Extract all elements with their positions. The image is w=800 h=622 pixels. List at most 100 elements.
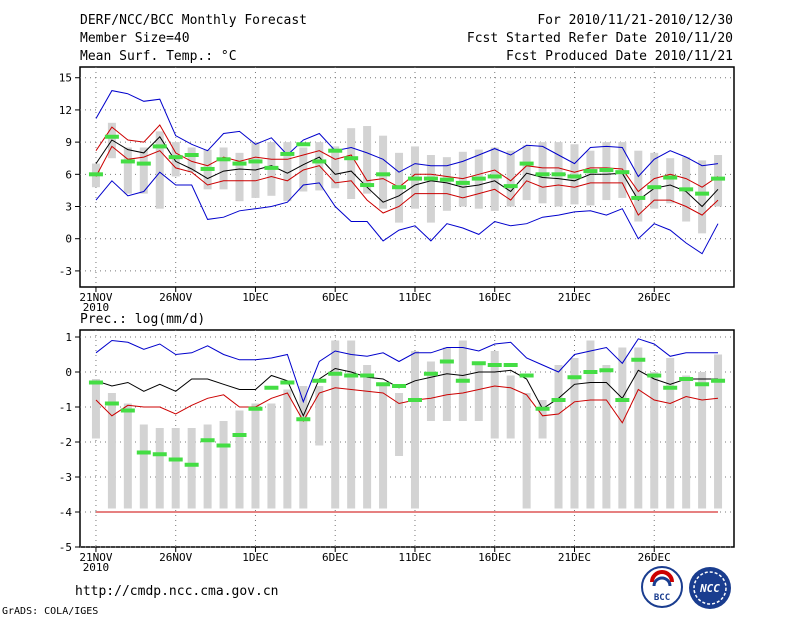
precip-x-tick-label: 11DEC [398,551,431,564]
precip-y-tick-label: -4 [59,506,73,519]
precip-ensemble-marker [551,398,566,402]
temp-series-lower [95,171,719,255]
precip-ensemble-marker [503,363,518,367]
temp-x-tick-label: 11DEC [398,291,431,304]
precip-ensemble-marker [631,357,646,362]
precip-ensemble-marker [407,398,422,402]
precip-box [522,393,531,509]
temp-ensemble-marker [439,177,454,182]
temp-ensemble-marker [216,157,231,162]
precip-ensemble-marker [344,373,359,378]
temp-box [347,128,356,199]
temp-x-tick-label: 26DEC [638,291,671,304]
precip-box [267,403,276,509]
temp-ensemble-marker [695,191,710,196]
precip-box [570,358,579,509]
precip-ensemble-marker [200,438,215,443]
temp-box [634,150,643,222]
precipitation-boxes [91,340,723,509]
temp-chart-title: Mean Surf. Temp.: °C [80,49,237,64]
bcc-logo: BCC [641,566,683,608]
precip-box [171,428,180,509]
precip-box [506,375,515,439]
precip-y-tick-label: -1 [59,401,72,414]
temp-ensemble-marker [535,172,550,177]
temp-box [379,135,388,209]
precip-ensemble-marker [152,452,167,457]
precip-box [490,351,499,439]
precipitation-markers [88,357,726,467]
temp-ensemble-marker [599,168,614,173]
temp-ensemble-marker [407,176,422,181]
precip-box [395,393,404,456]
temp-ensemble-marker [663,175,678,180]
ncc-logo-ring [693,571,727,605]
temp-ensemble-marker [88,172,103,177]
precip-ensemble-marker [567,375,582,380]
precipitation-x-ticks: 21NOV 26NOV 1DEC 6DEC 11DEC 16DEC 21DEC 26DEC 20… [79,547,671,574]
temp-ensemble-marker [615,170,630,175]
temp-box [666,158,675,204]
precip-ensemble-marker [599,368,614,373]
temp-ensemble-marker [392,185,407,190]
temp-y-tick-label: 3 [65,201,72,214]
header-start-date: Fcst Started Refer Date 2010/11/20 [467,31,733,46]
precip-box [714,354,723,509]
precip-y-tick-label: -3 [59,471,72,484]
temp-x-tick-label: 21NOV [79,291,112,304]
precip-ensemble-marker [519,373,534,378]
precip-x-tick-label: 1DEC [242,551,269,564]
bcc-logo-text: BCC [654,593,670,603]
temp-y-tick-label: 0 [65,233,72,246]
precip-ensemble-marker [120,408,135,413]
precipitation-chart-frame [79,329,735,548]
temp-x-tick-label: 26NOV [159,291,192,304]
precip-x-year-label: 2010 [83,561,110,574]
precip-box [379,386,388,509]
precip-ensemble-marker [535,406,550,411]
temp-box [698,160,707,234]
precip-box [363,365,372,509]
precip-box [91,379,100,439]
precip-ensemble-marker [216,443,231,448]
precip-series-p20 [95,385,719,424]
precip-box [139,424,148,509]
temp-box [506,150,515,207]
ncc-logo-text: NCC [699,582,720,595]
temp-box [458,151,467,207]
precip-box [682,375,691,509]
precip-y-tick-label: -2 [59,436,72,449]
temp-ensemble-marker [328,148,343,153]
temp-ensemble-marker [647,185,662,190]
temp-ensemble-marker [360,183,375,188]
precip-box [331,340,340,509]
temp-ensemble-marker [519,161,534,166]
temp-ensemble-marker [631,195,646,200]
temp-ensemble-marker [679,187,694,192]
temp-ensemble-marker [280,151,295,156]
temperature-y-ticks: -3 0 3 6 9 12 15 [59,72,80,278]
precip-ensemble-marker [360,373,375,378]
temp-box [442,157,451,211]
temp-box [570,144,579,205]
temp-box [235,152,244,202]
temp-box [618,142,627,198]
temp-ensemble-marker [551,172,566,177]
temperature-x-ticks: 21NOV 26NOV 1DEC 6DEC 11DEC 16DEC 21DEC 26DEC 20… [79,287,671,314]
temp-box [363,126,372,194]
temp-series-upper [95,90,719,178]
footer-url: http://cmdp.ncc.cma.gov.cn [75,584,279,599]
precip-x-tick-label: 21DEC [558,551,591,564]
precip-ensemble-marker [328,371,343,376]
precip-box [203,424,212,509]
precip-box [426,361,435,421]
temp-x-tick-label: 1DEC [242,291,269,304]
precip-ensemble-marker [679,377,694,381]
precip-chart-title: Prec.: log(mm/d) [80,312,205,327]
precip-ensemble-marker [232,433,247,437]
temp-box [139,147,148,194]
bcc-logo-swirl-red [650,570,674,583]
precip-box [107,393,116,509]
temp-y-tick-label: 15 [59,72,72,85]
